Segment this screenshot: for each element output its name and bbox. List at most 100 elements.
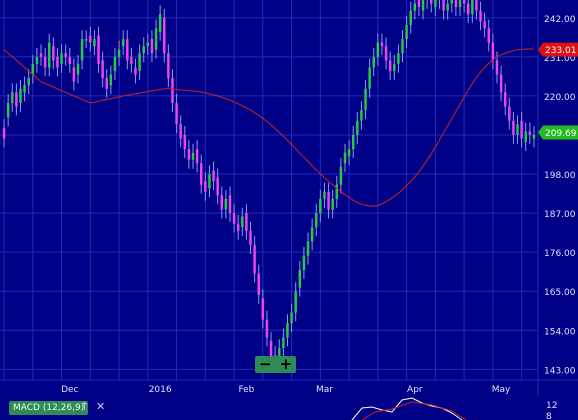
candle	[368, 58, 371, 98]
candle-body	[462, 0, 466, 4]
candle-body	[508, 106, 511, 121]
candle	[364, 79, 367, 119]
candle-body	[175, 102, 178, 125]
candle	[199, 154, 203, 194]
candle-body	[121, 39, 125, 47]
candle-body	[491, 42, 495, 61]
candle	[216, 168, 219, 205]
candle-body	[286, 323, 289, 338]
candle	[528, 122, 532, 144]
candle	[232, 204, 236, 233]
candle-body	[335, 184, 339, 199]
candle-body	[154, 28, 158, 50]
candle-body	[56, 56, 59, 68]
candle-body	[495, 60, 499, 75]
candle	[499, 65, 503, 102]
macd-signal-line	[361, 401, 467, 420]
candle	[171, 69, 174, 112]
candle	[327, 182, 330, 219]
candle	[347, 140, 351, 166]
time-axis: Dec 2016 Feb Mar Apr May	[61, 385, 511, 395]
candle-body	[331, 198, 334, 210]
candle-body	[15, 92, 18, 107]
candle	[454, 0, 458, 16]
candle	[409, 1, 412, 34]
candle	[195, 140, 199, 173]
candle-body	[43, 56, 47, 68]
candle	[360, 101, 363, 130]
candle-body	[417, 0, 421, 8]
y-tick-label: 154.00	[544, 327, 576, 337]
candle	[167, 44, 170, 88]
candle-body	[224, 198, 228, 210]
moving-average-line	[3, 48, 534, 207]
candle	[479, 1, 482, 31]
candle	[52, 37, 55, 70]
candle	[426, 0, 428, 9]
candle-body	[72, 67, 76, 82]
candle-body	[483, 21, 486, 29]
candle-body	[84, 39, 88, 41]
candle-body	[421, 0, 425, 11]
x-tick-label: Mar	[316, 385, 333, 395]
candle-body	[319, 198, 322, 214]
candle-body	[117, 49, 121, 57]
zoom-in-button[interactable]: +	[279, 355, 293, 373]
move-up-icon[interactable]: ↑	[80, 400, 90, 413]
price-chart[interactable]: 143.00 154.00 165.00 176.00 187.00 198.00 209.…	[0, 0, 578, 397]
candle-body	[360, 110, 363, 121]
candle-body	[339, 166, 343, 185]
candle	[56, 47, 59, 77]
last-price-tag: 209.69	[545, 129, 577, 139]
candle-body	[528, 131, 532, 135]
candle	[487, 19, 490, 52]
y-tick-label: 231.00	[544, 54, 576, 64]
candle-body	[228, 195, 232, 214]
candle-body	[23, 85, 26, 93]
macd-indicator-label[interactable]: MACD (12,26,9)	[9, 401, 89, 415]
candle	[438, 0, 440, 9]
candle	[257, 264, 260, 304]
candle	[249, 221, 252, 254]
candle-body	[191, 152, 195, 160]
last-price-tag-bg	[538, 125, 578, 140]
y-tick-label: 242.00	[544, 15, 576, 25]
candle-body	[93, 39, 96, 47]
candle-body	[2, 127, 6, 139]
price-tags: 233.01 209.69	[538, 42, 578, 140]
candle-body	[306, 241, 310, 256]
candle-body	[113, 56, 117, 72]
candle	[306, 232, 310, 265]
candle	[286, 314, 289, 347]
candle	[302, 246, 306, 279]
candle	[405, 15, 408, 48]
candle-body	[134, 67, 137, 75]
indicator-panel: MACD (12,26,9) ↑ ✕	[0, 397, 538, 420]
candle	[323, 182, 326, 208]
candle	[532, 126, 536, 148]
candle	[450, 0, 454, 13]
candle-body	[232, 213, 236, 224]
candle	[310, 218, 314, 251]
candle	[351, 126, 355, 159]
candle	[339, 158, 343, 194]
candle-body	[31, 63, 35, 75]
candle-body	[380, 42, 384, 47]
ma-price-tag-bg	[538, 42, 578, 57]
candle-body	[409, 10, 412, 25]
candle	[27, 69, 30, 95]
candles	[2, 0, 536, 372]
candle-body	[68, 56, 72, 64]
candle-body	[109, 74, 113, 86]
close-icon[interactable]: ✕	[96, 400, 106, 413]
candle-body	[368, 67, 371, 89]
candle	[298, 261, 302, 297]
candle	[113, 47, 117, 80]
candle-body	[76, 63, 80, 75]
candle	[48, 33, 51, 77]
candle-body	[27, 78, 30, 86]
y-tick-label: 143.00	[544, 366, 576, 376]
zoom-out-button[interactable]: −	[258, 355, 272, 373]
x-tick-label: May	[492, 385, 511, 395]
candle-body	[524, 131, 527, 143]
